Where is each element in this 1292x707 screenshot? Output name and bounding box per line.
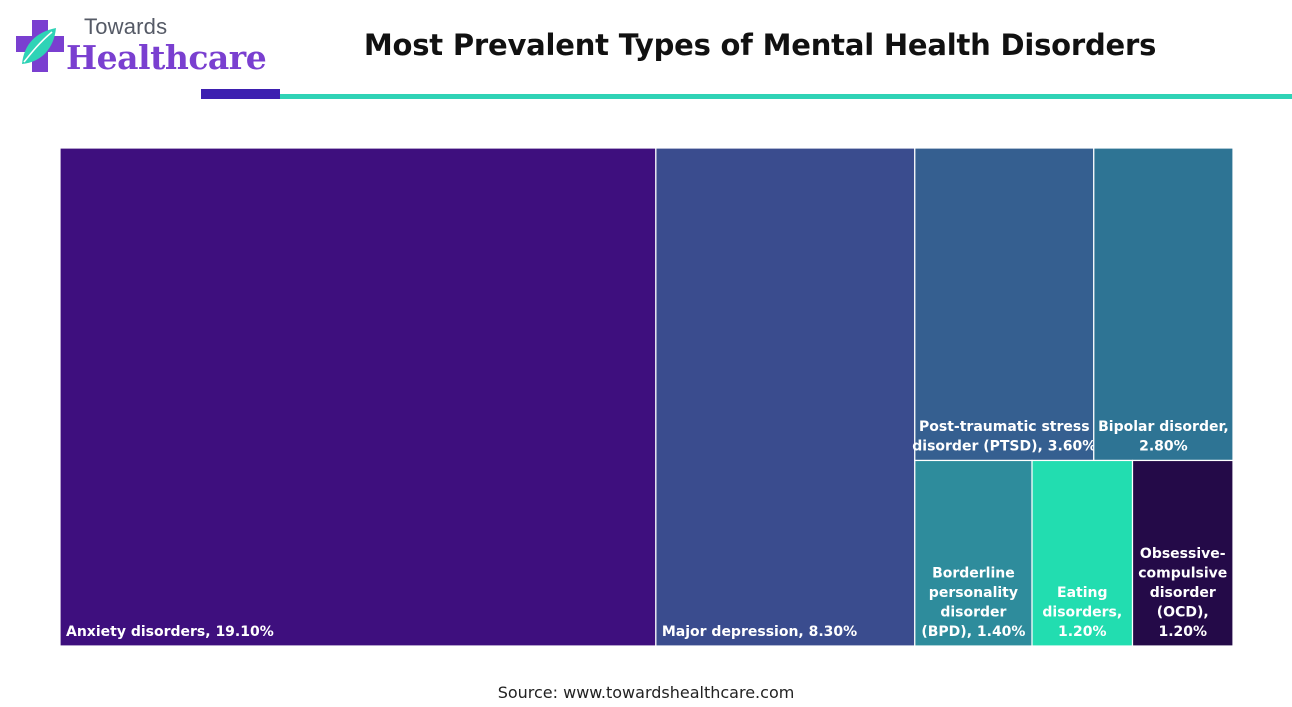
treemap-tile-6	[1131, 459, 1233, 646]
treemap-tile-0	[60, 148, 657, 646]
treemap-tile-2	[914, 148, 1095, 462]
chart-title: Most Prevalent Types of Mental Health Di…	[363, 28, 1157, 62]
source-note: Source: www.towardshealthcare.com	[497, 683, 795, 702]
treemap-svg: Anxiety disorders, 19.10% Major depressio…	[60, 148, 1233, 646]
brand-main-text: Healthcare	[66, 38, 267, 77]
treemap-tile-label-2: Post-traumatic stress disorder (PTSD), 3.…	[912, 419, 1096, 455]
treemap-tile-label-3: Bipolar disorder, 2.80%	[1098, 419, 1229, 455]
treemap-chart: Anxiety disorders, 19.10% Major depressio…	[60, 148, 1233, 646]
treemap-tile-3	[1093, 148, 1233, 462]
treemap-tile-label-6: Obsessive-compulsive disorder (OCD), 1.20%	[1138, 546, 1227, 640]
treemap-tile-label-5: Eating disorders, 1.20%	[1042, 585, 1122, 640]
header-rule-accent	[201, 89, 280, 99]
header-rule	[280, 94, 1292, 99]
treemap-tile-label-4: Borderline personality disorder (BPD), 1.40…	[921, 566, 1025, 641]
cross-leaf-icon	[16, 20, 64, 72]
treemap-tile-label-1: Major depression, 8.30%	[662, 624, 857, 640]
brand-top-text: Towards	[84, 14, 168, 39]
brand-logo: Towards Healthcare	[14, 14, 267, 80]
treemap-tile-1	[655, 148, 916, 646]
treemap-tile-label-0: Anxiety disorders, 19.10%	[66, 624, 274, 640]
treemap-tile-5	[1031, 459, 1134, 646]
